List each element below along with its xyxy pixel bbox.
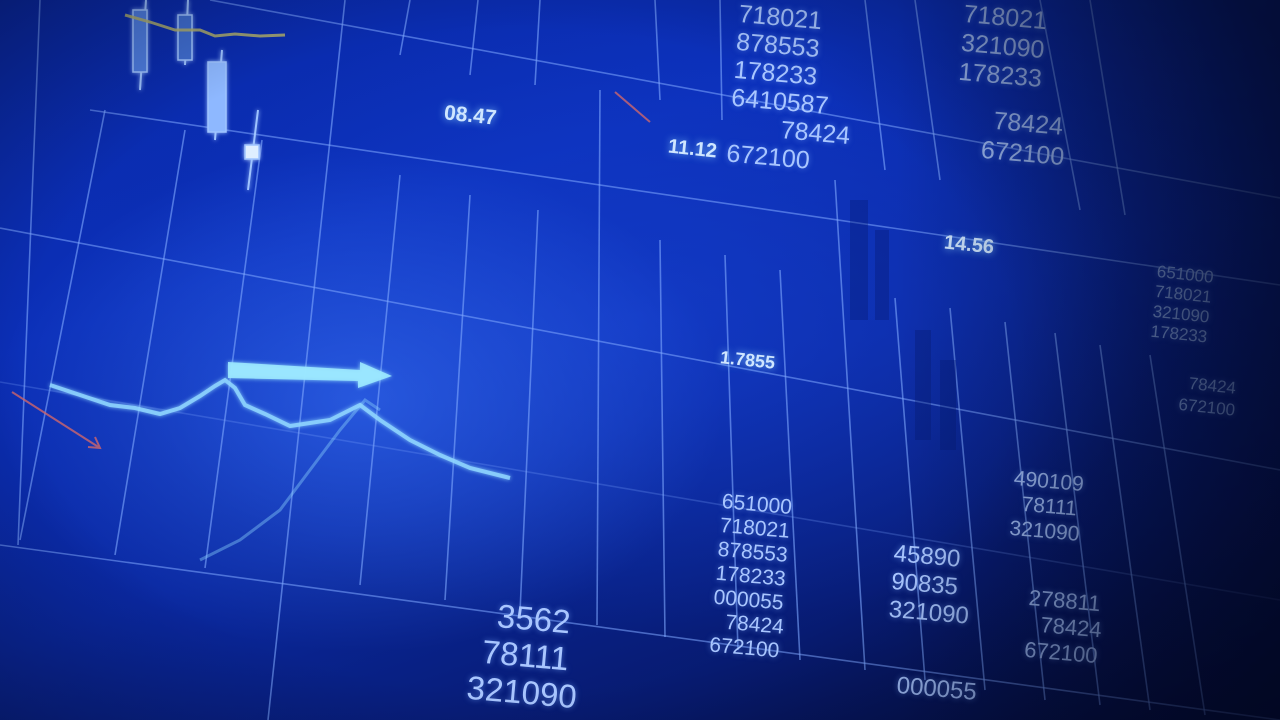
top-right-number-stack: 718021 321090 178233 <box>957 0 1049 94</box>
top-right-lower-stack: 78424 672100 <box>980 105 1068 172</box>
right-edge-number-stack-2: 78424 672100 <box>1177 372 1238 422</box>
faint-bars <box>850 200 956 450</box>
trend-arrow <box>228 362 392 388</box>
bottom-number-stack-c: 45890 90835 321090 <box>888 540 975 631</box>
olive-trend-line <box>124 13 286 38</box>
bottom-number-stack-a: 3562 78111 321090 <box>465 595 584 715</box>
right-edge-number-stack: 651000 718021 321090 178233 <box>1150 262 1215 347</box>
top-center-number-stack: 718021 878553 178233 6410587 78424 67210… <box>725 0 861 178</box>
price-label: 11.12 <box>667 135 719 163</box>
bottom-number-stack-e: 278811 78424 672100 <box>1023 585 1105 669</box>
bottom-number-stack-b: 651000 718021 878553 178233 000055 78424… <box>708 490 795 664</box>
bottom-number-stack-d: 490109 78111 321090 <box>1008 466 1085 547</box>
